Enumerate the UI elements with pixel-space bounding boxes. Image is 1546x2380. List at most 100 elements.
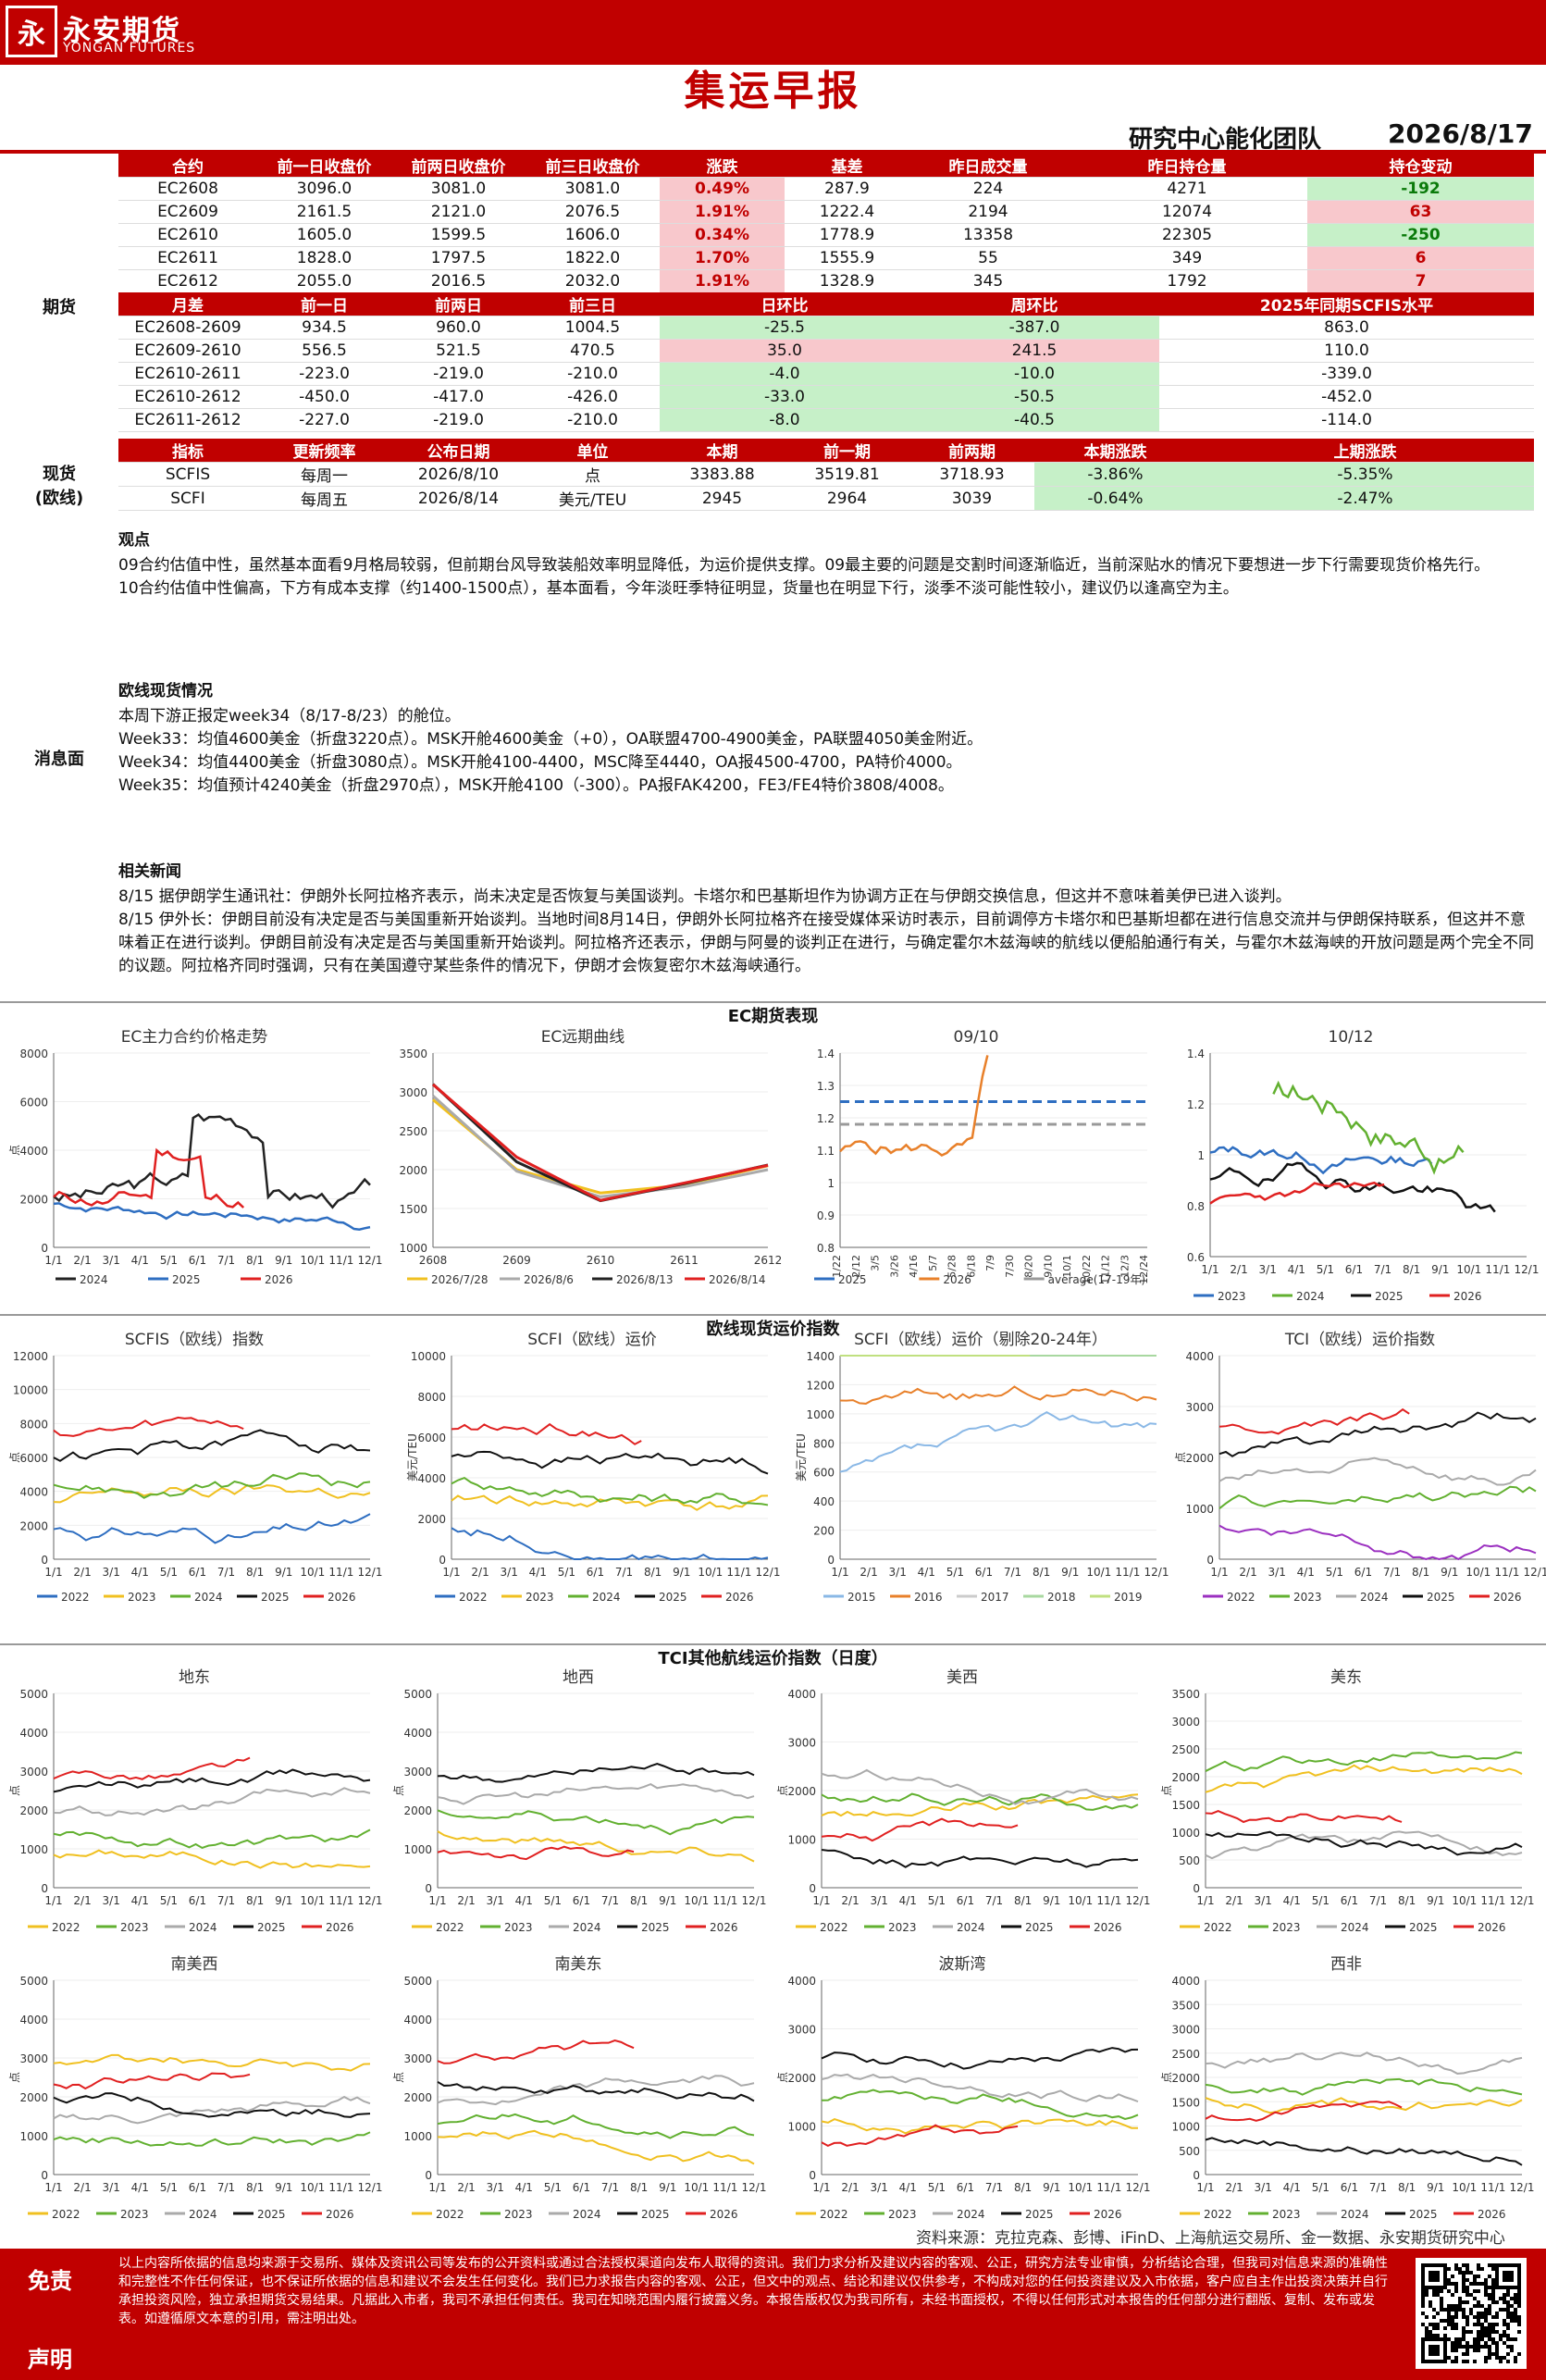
qr-module	[1514, 2293, 1517, 2297]
x-tick-label: 9/1	[1427, 1894, 1444, 1907]
qr-module	[1510, 2304, 1514, 2308]
x-tick-label: 1/1	[1196, 2181, 1214, 2194]
x-tick-label: 6/18	[965, 1255, 977, 1278]
series-line	[1205, 1809, 1403, 1824]
series-line	[821, 1817, 1019, 1842]
legend-label: 2023	[1218, 1290, 1246, 1303]
legend-label: 2026	[326, 1921, 354, 1934]
series-line	[437, 1783, 755, 1805]
legend-label: 2024	[1296, 1290, 1325, 1303]
x-tick-label: 12/1	[1510, 2181, 1535, 2194]
qr-module	[1429, 2345, 1432, 2349]
x-tick-label: 1/1	[442, 1566, 460, 1579]
qr-module	[1436, 2334, 1440, 2337]
y-tick-label: 5000	[19, 1688, 48, 1701]
table-cell: 2945	[660, 486, 785, 511]
qr-module	[1495, 2278, 1499, 2282]
qr-module	[1506, 2337, 1510, 2341]
x-tick-label: 3/26	[888, 1255, 900, 1278]
qr-module	[1462, 2360, 1466, 2363]
qr-module	[1514, 2315, 1517, 2319]
series-line	[437, 2080, 755, 2102]
legend-label: 2024	[573, 2208, 601, 2221]
qr-module	[1499, 2286, 1503, 2289]
header-cell: 持仓变动	[1307, 154, 1534, 178]
x-tick-label: 9/1	[1427, 2181, 1444, 2194]
x-tick-label: 5/1	[558, 1566, 575, 1579]
qr-module	[1429, 2337, 1432, 2341]
y-tick-label: 4000	[1171, 1975, 1200, 1988]
table-cell: 2016.5	[391, 269, 526, 293]
header-cell: 日环比	[660, 292, 909, 316]
legend-label: 2023	[888, 2208, 917, 2221]
qr-module	[1436, 2289, 1440, 2293]
qr-module	[1506, 2278, 1510, 2282]
x-tick-label: 8/1	[644, 1566, 662, 1579]
qr-module	[1473, 2345, 1477, 2349]
legend-label: 2023	[526, 1591, 554, 1604]
qr-module	[1432, 2308, 1436, 2312]
viewpoint-para-2: 10合约估值中性偏高，下方有成本支撑（约1400-1500点），基本面看，今年淡…	[118, 579, 1239, 598]
qr-module	[1495, 2345, 1499, 2349]
y-tick-label: 3000	[1185, 1401, 1214, 1414]
legend-label: 2022	[436, 1921, 464, 1934]
series-line	[1209, 1161, 1496, 1213]
table-cell: 13358	[909, 223, 1067, 247]
header-cell: 更新频率	[257, 439, 391, 463]
x-tick-label: 5/1	[1326, 1566, 1343, 1579]
qr-module	[1514, 2319, 1517, 2323]
legend-label: average(17-19年)	[1048, 1273, 1145, 1286]
series-line	[821, 2118, 1139, 2135]
table-cell: -450.0	[257, 385, 391, 409]
table-cell: SCFI	[118, 486, 257, 511]
table-row: EC2610 1605.0 1599.5 1606.0 0.34% 1778.9 13358…	[118, 223, 1534, 247]
table-cell: 2194	[909, 200, 1067, 224]
table-cell: -0.64%	[1034, 486, 1196, 511]
x-tick-label: 5/1	[928, 2181, 946, 2194]
legend-label: 2022	[820, 2208, 848, 2221]
series-line	[1218, 1457, 1537, 1486]
x-tick-label: 8/1	[1014, 2181, 1032, 2194]
y-tick-label: 3000	[787, 1737, 816, 1750]
legend-label: 2026	[725, 1591, 754, 1604]
qr-module	[1477, 2345, 1480, 2349]
qr-module	[1432, 2345, 1436, 2349]
spot-table: 指标 更新频率 公布日期 单位 本期 前一期 前两期 本期涨跌 上期涨跌 SCFIS 每周一 2026…	[118, 439, 1534, 511]
qr-module	[1517, 2330, 1521, 2334]
qr-module	[1495, 2282, 1499, 2286]
qr-module	[1491, 2341, 1495, 2345]
qr-module	[1517, 2304, 1521, 2308]
series-line	[1218, 1524, 1537, 1561]
x-tick-label: 12/1	[756, 1566, 781, 1579]
x-tick-label: 8/1	[1033, 1566, 1050, 1579]
qr-module	[1517, 2315, 1521, 2319]
series-line	[1205, 1830, 1523, 1856]
table-cell: 2026/8/10	[391, 462, 526, 487]
qr-module	[1517, 2352, 1521, 2356]
table-cell: EC2609-2610	[118, 339, 257, 363]
x-tick-label: 12/1	[1510, 1894, 1535, 1907]
table-cell: 1328.9	[785, 269, 909, 293]
y-tick-label: 1000	[19, 2130, 48, 2143]
y-tick-label: 0	[41, 1242, 48, 1255]
qr-module	[1421, 2293, 1425, 2297]
x-tick-label: 3/1	[501, 1566, 518, 1579]
qr-module	[1517, 2297, 1521, 2300]
qr-module	[1421, 2267, 1425, 2271]
footer	[0, 2249, 1546, 2380]
chart-title: 西非	[1330, 1955, 1362, 1974]
x-tick-label: 12/24	[1138, 1255, 1150, 1284]
qr-module	[1436, 2345, 1440, 2349]
series-line	[53, 1849, 371, 1869]
series-line	[1205, 2077, 1523, 2096]
qr-module	[1432, 2263, 1436, 2267]
y-tick-label: 0.9	[817, 1209, 835, 1222]
qr-module	[1429, 2330, 1432, 2334]
x-tick-label: 8/1	[1398, 2181, 1416, 2194]
qr-module	[1429, 2349, 1432, 2352]
qr-module	[1458, 2345, 1462, 2349]
legend-label: 2024	[1360, 1591, 1389, 1604]
y-tick-label: 4000	[19, 1486, 48, 1499]
x-tick-label: 2/1	[471, 1566, 489, 1579]
qr-module	[1510, 2349, 1514, 2352]
